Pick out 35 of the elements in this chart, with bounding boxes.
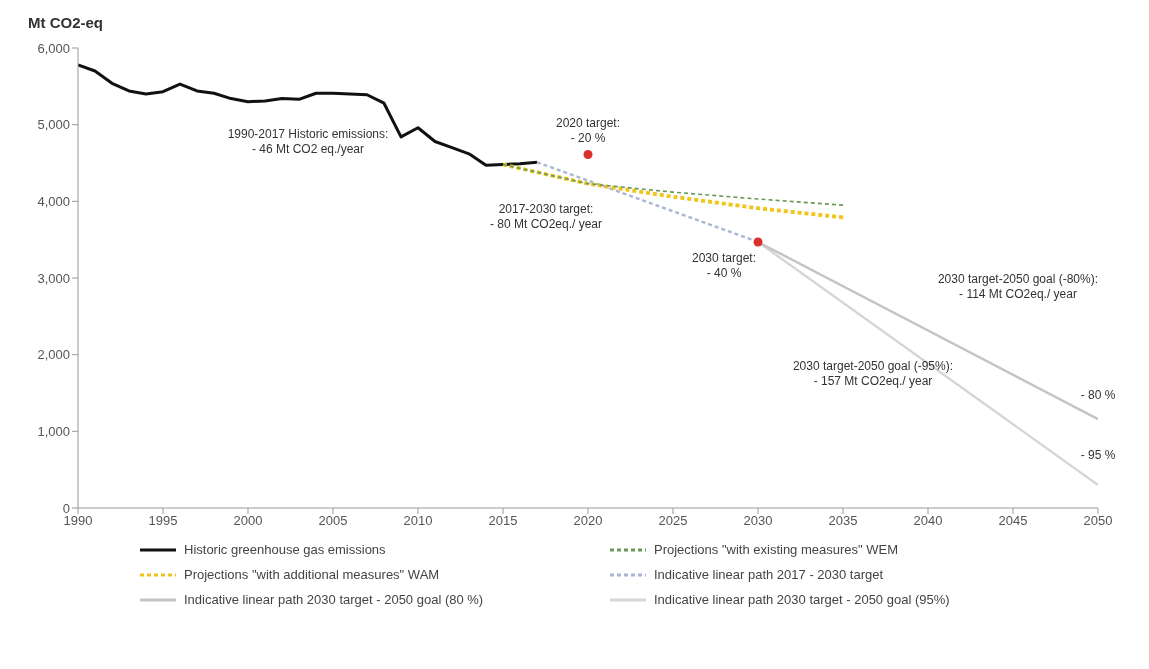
y-tick-label: 4,000 (37, 193, 70, 209)
y-axis-title: Mt CO2-eq (28, 14, 103, 31)
annotation: 2030 target-2050 goal (-95%): - 157 Mt CO2eq./ year (792, 358, 954, 388)
annotation: 2030 target-2050 goal (-80%): - 114 Mt CO2eq./ year (937, 272, 1099, 302)
annotation: 1990-2017 Historic emissions: - 46 Mt CO2 eq./year (227, 126, 389, 156)
annotation: - 80 % (1080, 388, 1116, 403)
annotation: 2020 target: - 20 % (555, 116, 621, 146)
legend-label: Historic greenhouse gas emissions (184, 542, 386, 557)
y-tick-label: 3,000 (37, 270, 70, 286)
x-tick-label: 2035 (828, 513, 858, 529)
annotation: 2030 target: - 40 % (691, 251, 757, 281)
x-tick-label: 2030 (743, 513, 773, 529)
legend-label: Projections "with additional measures" WAM (184, 567, 440, 582)
legend-label: Indicative linear path 2030 target - 2050 goal (80 %) (184, 592, 484, 607)
annotation: 2017-2030 target: - 80 Mt CO2eq./ year (489, 202, 603, 232)
x-tick-label: 2005 (318, 513, 348, 529)
x-tick-label: 2025 (658, 513, 688, 529)
y-tick-label: 2,000 (37, 347, 70, 363)
x-tick-label: 2040 (913, 513, 943, 529)
x-tick-label: 2050 (1083, 513, 1113, 529)
legend-label: Indicative linear path 2017 - 2030 target (654, 567, 884, 582)
y-tick-label: 6,000 (37, 40, 70, 56)
legend-label: Indicative linear path 2030 target - 2050 goal (95%) (654, 592, 950, 607)
x-tick-label: 2045 (998, 513, 1028, 529)
annotation: - 95 % (1080, 448, 1116, 462)
y-tick-label: 1,000 (37, 423, 70, 439)
x-tick-label: 1995 (148, 513, 178, 529)
x-tick-label: 2010 (403, 513, 433, 529)
y-tick-label: 0 (62, 500, 70, 516)
legend-label: Projections "with existing measures" WEM (654, 542, 899, 557)
x-tick-label: 2015 (488, 513, 518, 529)
x-tick-label: 2020 (573, 513, 603, 529)
x-tick-label: 2000 (233, 513, 263, 529)
y-tick-label: 5,000 (37, 117, 70, 133)
x-tick-label: 1990 (63, 513, 93, 529)
